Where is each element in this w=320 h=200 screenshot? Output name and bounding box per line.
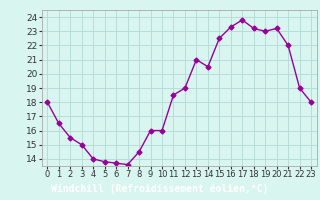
- Text: Windchill (Refroidissement éolien,°C): Windchill (Refroidissement éolien,°C): [51, 183, 269, 194]
